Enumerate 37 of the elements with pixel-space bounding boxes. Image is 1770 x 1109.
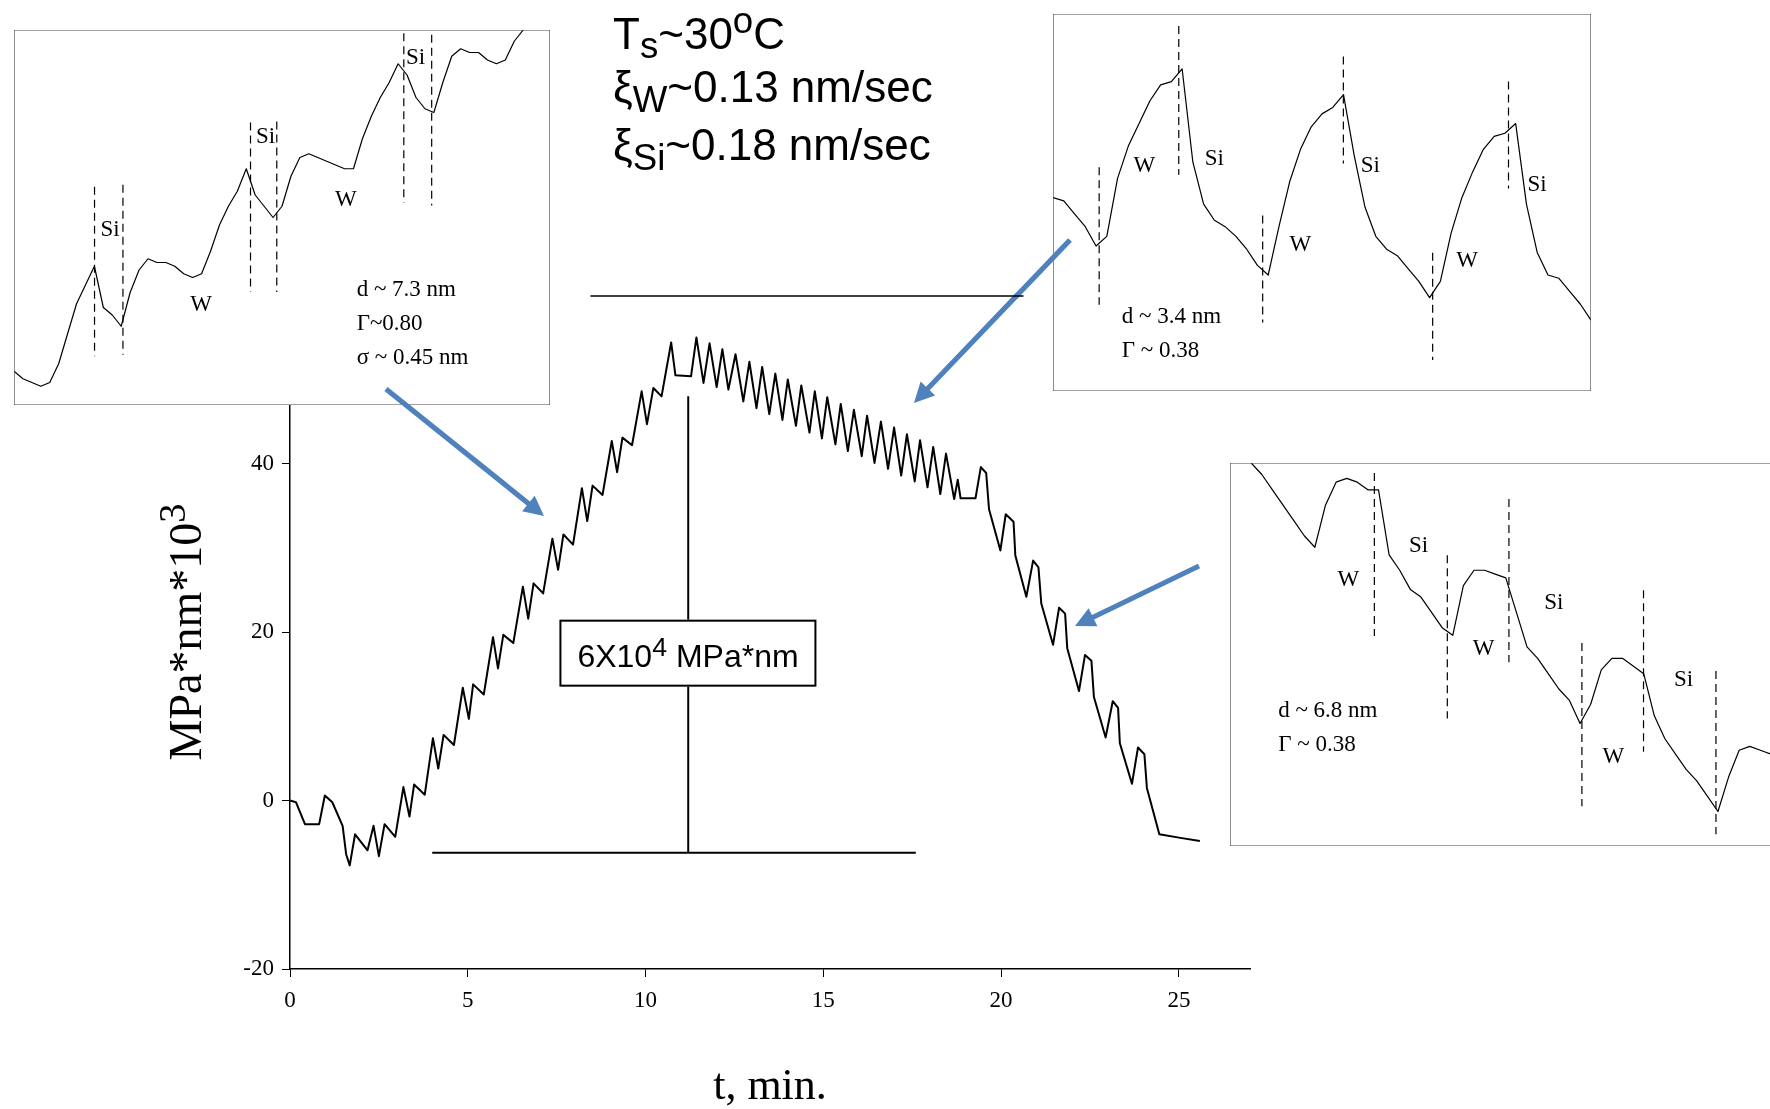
x-tick-label: 25: [1167, 986, 1191, 1012]
annotation: W: [335, 185, 357, 211]
annotation: Si: [1360, 151, 1380, 177]
annotation: d ~ 6.8 nm: [1278, 696, 1378, 722]
annotation: W: [1337, 565, 1360, 591]
annotation: Si: [255, 122, 276, 148]
annotation: W: [1133, 151, 1156, 177]
annotation: σ ~ 0.45 nm: [356, 343, 469, 369]
annotation: Si: [1409, 531, 1429, 557]
annotation: Γ ~ 0.38: [1278, 730, 1356, 756]
y-tick-label: 20: [251, 618, 274, 644]
annotation: d ~ 7.3 nm: [356, 275, 456, 301]
x-tick-label: 0: [284, 986, 296, 1012]
annotation: Γ ~ 0.38: [1121, 336, 1200, 362]
annotation: Si: [406, 43, 426, 69]
annotation: W: [1289, 230, 1312, 256]
annotation: Si: [100, 215, 120, 241]
annotation: Si: [1204, 144, 1224, 170]
annotation: W: [1602, 742, 1625, 768]
x-tick-label: 20: [989, 986, 1013, 1012]
y-tick-label: 40: [251, 449, 274, 475]
annotation: Si: [1544, 588, 1564, 614]
annotation: W: [1456, 246, 1478, 271]
annotation: d ~ 3.4 nm: [1121, 302, 1222, 328]
x-axis-title: t, min.: [713, 1060, 827, 1109]
annotation: W: [190, 290, 213, 316]
y-tick-label: -20: [243, 955, 274, 981]
annotation: Γ~0.80: [356, 309, 423, 335]
annotation: Si: [1673, 665, 1694, 691]
x-tick-label: 15: [811, 986, 835, 1012]
annotation: Si: [1527, 170, 1547, 196]
annotation: 6X10$^{4}$ MPa*nm: [559, 619, 817, 687]
y-tick-label: 0: [262, 786, 274, 812]
x-tick-label: 5: [462, 986, 474, 1012]
x-tick-label: 10: [634, 986, 658, 1012]
annotation: W: [1472, 634, 1495, 660]
text: ξ$_{Si}$~0.18 nm/sec: [613, 120, 931, 179]
